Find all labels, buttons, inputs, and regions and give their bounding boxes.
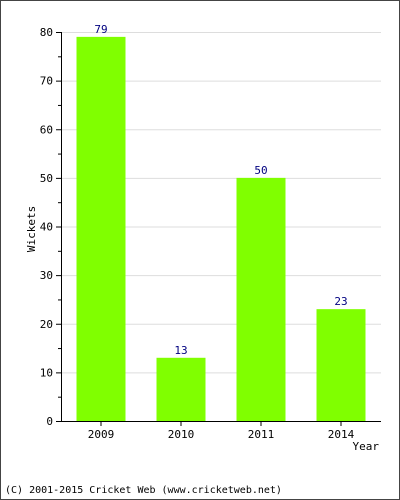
y-tick-label: 20	[40, 318, 53, 331]
bar-value-label: 50	[254, 164, 267, 177]
bars	[76, 36, 366, 422]
bar	[76, 36, 126, 422]
y-tick-label: 70	[40, 75, 53, 88]
bar	[236, 177, 286, 421]
footer-credit: (C) 2001-2015 Cricket Web (www.cricketwe…	[5, 485, 282, 496]
x-tick-label: 2009	[88, 428, 115, 441]
x-ticks: 2009 2010 2011 2014	[88, 421, 355, 441]
bar	[156, 357, 206, 421]
y-tick-label: 30	[40, 269, 53, 282]
y-tick-label: 40	[40, 221, 53, 234]
value-labels: 79 13 50 23	[94, 23, 347, 357]
bar-value-label: 13	[174, 344, 187, 357]
bar-value-label: 79	[94, 23, 107, 36]
y-tick-label: 10	[40, 366, 53, 379]
x-tick-label: 2010	[168, 428, 195, 441]
y-tick-label: 60	[40, 123, 53, 136]
y-axis-label: Wickets	[25, 206, 38, 252]
bar-value-label: 23	[334, 295, 347, 308]
y-tick-label: 0	[46, 415, 53, 428]
bar	[316, 309, 366, 421]
x-tick-label: 2011	[248, 428, 275, 441]
x-tick-label: 2014	[328, 428, 355, 441]
y-tick-label: 50	[40, 172, 53, 185]
x-axis-label: Year	[353, 440, 380, 453]
y-ticks: 0 10 20 30 40 50 60 70 80	[40, 26, 61, 428]
y-tick-label: 80	[40, 26, 53, 39]
axes	[61, 32, 381, 422]
